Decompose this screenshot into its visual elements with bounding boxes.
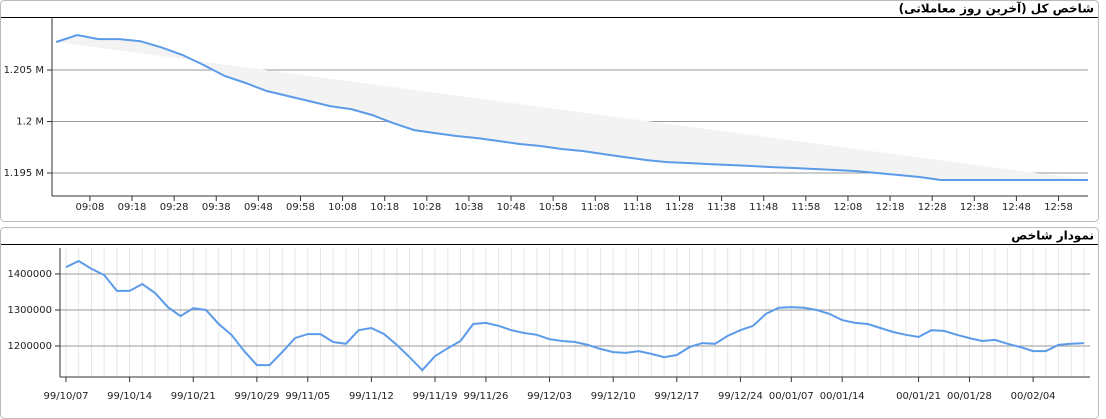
x-tick-label: 09:28 — [160, 202, 189, 213]
x-tick-label: 99/10/29 — [234, 391, 279, 402]
x-tick-label: 99/12/17 — [654, 391, 699, 402]
x-tick-label: 12:08 — [834, 202, 863, 213]
x-tick-label: 99/11/12 — [349, 391, 394, 402]
x-tick-label: 11:48 — [749, 202, 778, 213]
y-tick-label: 1.195 M — [4, 168, 44, 179]
x-tick-label: 99/11/05 — [285, 391, 330, 402]
x-tick-label: 00/01/14 — [820, 391, 865, 402]
x-tick-label: 10:48 — [497, 202, 526, 213]
x-tick-label: 99/12/10 — [591, 391, 636, 402]
x-tick-label: 09:58 — [286, 202, 315, 213]
y-tick-label: 1.2 M — [16, 117, 44, 128]
x-tick-label: 09:48 — [244, 202, 273, 213]
x-tick-label: 11:08 — [581, 202, 610, 213]
x-tick-label: 99/11/19 — [413, 391, 458, 402]
x-tick-label: 10:58 — [539, 202, 568, 213]
x-tick-label: 09:38 — [202, 202, 231, 213]
x-tick-label: 12:18 — [876, 202, 905, 213]
x-tick-label: 00/01/28 — [947, 391, 992, 402]
line-series — [65, 259, 1085, 372]
y-tick-label: 1300000 — [7, 305, 52, 316]
x-tick-label: 10:38 — [455, 202, 484, 213]
range-shade — [56, 34, 1088, 181]
x-tick-label: 00/01/07 — [769, 391, 814, 402]
y-tick-label: 1200000 — [7, 341, 52, 352]
line-series — [55, 33, 1088, 181]
x-tick-label: 12:58 — [1044, 202, 1073, 213]
panel-title: نمودار شاخص — [1011, 229, 1094, 244]
x-tick-label: 99/10/07 — [44, 391, 89, 402]
x-tick-label: 11:28 — [665, 202, 694, 213]
x-tick-label: 99/12/03 — [527, 391, 572, 402]
x-tick-label: 09:08 — [75, 202, 104, 213]
x-tick-label: 10:28 — [412, 202, 441, 213]
x-tick-label: 12:48 — [1002, 202, 1031, 213]
x-tick-label: 99/10/21 — [171, 391, 216, 402]
x-tick-label: 00/01/21 — [896, 391, 941, 402]
x-tick-label: 10:08 — [328, 202, 357, 213]
x-tick-label: 99/12/24 — [718, 391, 763, 402]
y-tick-label: 1.205 M — [4, 65, 44, 76]
x-tick-label: 99/11/26 — [463, 391, 508, 402]
x-tick-label: 99/10/14 — [107, 391, 152, 402]
y-tick-label: 1400000 — [7, 269, 52, 280]
x-tick-label: 12:28 — [918, 202, 947, 213]
x-tick-label: 11:58 — [791, 202, 820, 213]
x-tick-label: 12:38 — [960, 202, 989, 213]
x-tick-label: 11:38 — [707, 202, 736, 213]
x-tick-label: 10:18 — [370, 202, 399, 213]
x-tick-label: 11:18 — [623, 202, 652, 213]
panel-title: شاخص کل (آخرین روز معاملاتی) — [899, 1, 1094, 17]
x-tick-label: 00/02/04 — [1011, 391, 1056, 402]
x-tick-label: 09:18 — [118, 202, 147, 213]
